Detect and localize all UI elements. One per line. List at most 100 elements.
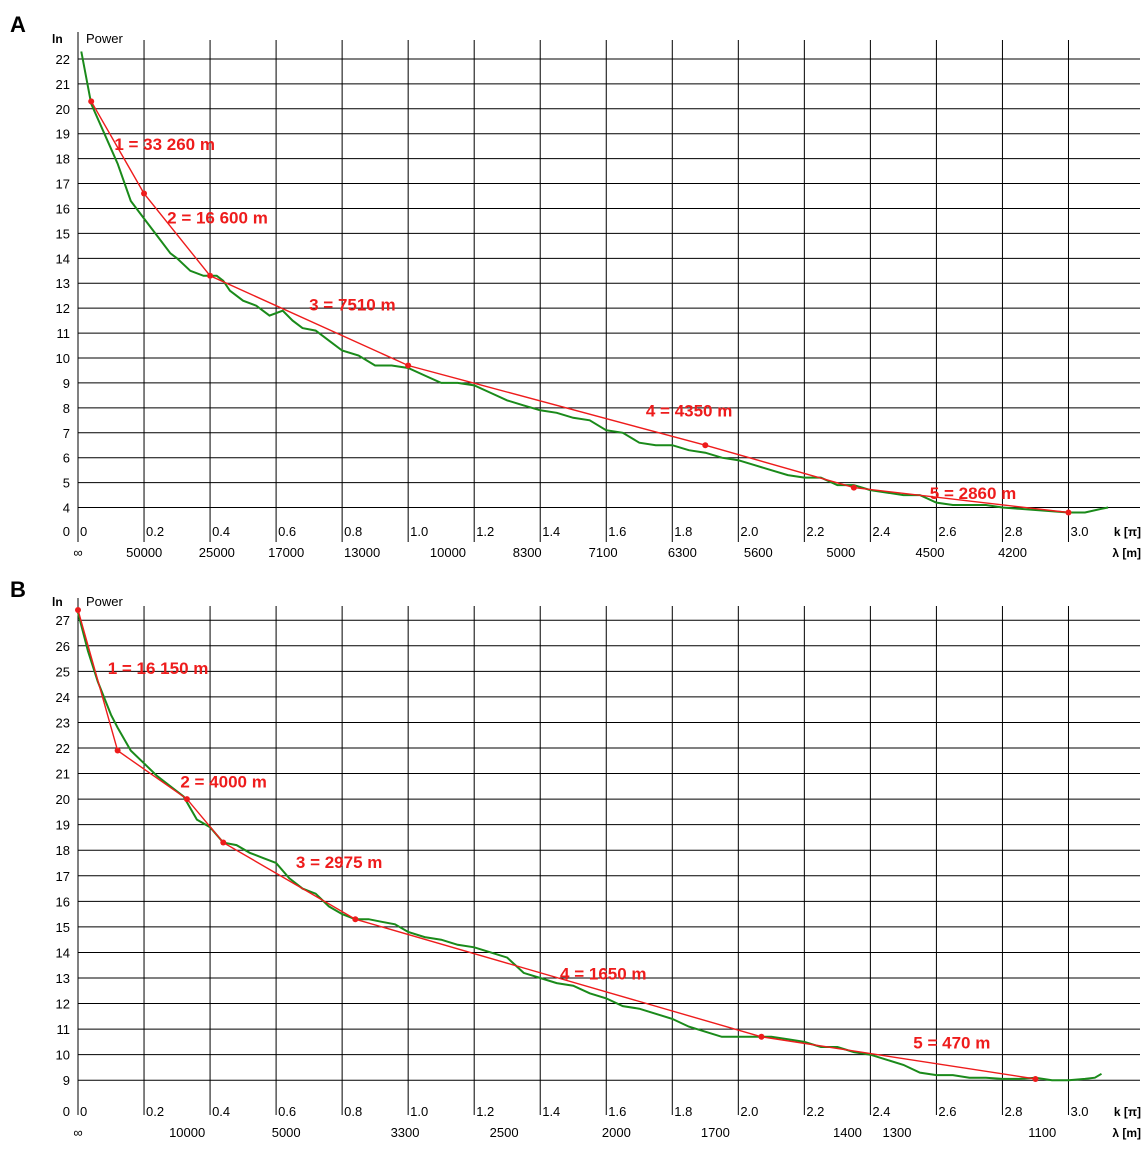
x-tick-label: 3.0 <box>1070 1104 1088 1119</box>
x-axis-label-lambda: λ [m] <box>1112 546 1141 560</box>
x-tick-label: 2.0 <box>740 524 758 539</box>
lambda-tick-label: 3300 <box>391 1125 420 1140</box>
y-tick-label: 19 <box>56 127 70 142</box>
x-tick-label: 3.0 <box>1070 524 1088 539</box>
lambda-tick-label: 4200 <box>998 545 1027 560</box>
x-tick-label: 0.8 <box>344 524 362 539</box>
segment-annotation: 5 = 2860 m <box>930 484 1017 503</box>
lambda-tick-label: 4500 <box>916 545 945 560</box>
chart-svg-a: Aln Power 4 5 6 7 8 9 10 11 12 13 14 15 16 17 18 19 20 21 22… <box>10 12 1141 560</box>
fit-breakpoint <box>207 272 214 279</box>
x-tick-label: 1.2 <box>476 1104 494 1119</box>
y-tick-label: 11 <box>57 326 71 341</box>
x-tick-label: 2.8 <box>1004 524 1022 539</box>
fit-breakpoint <box>141 190 148 197</box>
fit-breakpoint <box>1032 1075 1039 1082</box>
lambda-tick-label: 50000 <box>126 545 162 560</box>
lambda-tick-label: 7100 <box>589 545 618 560</box>
y-axis-label: ln <box>52 595 63 609</box>
y-tick-label: 27 <box>56 613 70 628</box>
measured-line <box>80 51 1109 514</box>
lambda-tick-label: ∞ <box>73 545 82 560</box>
fit-breakpoint <box>220 839 227 846</box>
x-tick-label: 0 <box>80 524 87 539</box>
y-tick-label: 21 <box>56 767 70 782</box>
segment-annotation: 4 = 1650 m <box>560 964 647 983</box>
x-tick-label: 1.8 <box>674 1104 692 1119</box>
fit-breakpoint <box>88 98 95 105</box>
y-tick-label: 17 <box>56 177 70 192</box>
x-tick-label: 0.8 <box>344 1104 362 1119</box>
y-tick-label: 14 <box>56 945 70 960</box>
fit-breakpoint <box>114 747 121 754</box>
lambda-tick-label: 2500 <box>490 1125 519 1140</box>
segment-annotation: 2 = 4000 m <box>180 773 267 792</box>
lambda-tick-label: 5000 <box>272 1125 301 1140</box>
fit-breakpoint <box>352 916 359 923</box>
y-tick-label: 12 <box>56 301 70 316</box>
x-tick-label: 1.4 <box>542 524 560 539</box>
x-axis-label-k: k [π] <box>1114 1105 1141 1119</box>
y-tick-label: 9 <box>63 376 70 391</box>
fit-breakpoint <box>850 484 857 491</box>
y-tick-label: 13 <box>56 971 70 986</box>
x-tick-label: 1.4 <box>542 1104 560 1119</box>
y-tick-label: 15 <box>56 226 70 241</box>
y-tick-label: 10 <box>56 1048 70 1063</box>
x-tick-label: 0.2 <box>146 524 164 539</box>
y-tick-label: 19 <box>56 818 70 833</box>
x-tick-label: 0.6 <box>278 1104 296 1119</box>
y-axis-label: ln <box>52 32 63 46</box>
segment-annotation: 3 = 2975 m <box>296 853 383 872</box>
y-tick-label: 16 <box>56 201 70 216</box>
lambda-tick-label: 10000 <box>430 545 466 560</box>
fit-breakpoint <box>75 607 81 613</box>
x-tick-label: 2.4 <box>872 524 890 539</box>
x-tick-label: 2.8 <box>1004 1104 1022 1119</box>
lambda-tick-label: 13000 <box>344 545 380 560</box>
measured-line <box>77 612 1103 1082</box>
y-tick-label: 18 <box>56 152 70 167</box>
x-tick-label: 2.4 <box>872 1104 890 1119</box>
x-axis-label-lambda: λ [m] <box>1112 1126 1141 1140</box>
y-axis-label-power: Power <box>86 594 124 609</box>
x-tick-label: 1.8 <box>674 524 692 539</box>
y-tick-label: 22 <box>56 741 70 756</box>
x-tick-label: 1.6 <box>608 524 626 539</box>
x-tick-label: 1.0 <box>410 1104 428 1119</box>
x-tick-label: 0.2 <box>146 1104 164 1119</box>
lambda-tick-label: 1100 <box>1028 1125 1056 1140</box>
y-tick-label: 7 <box>63 426 70 441</box>
y-tick-label: 21 <box>56 77 70 92</box>
lambda-tick-label: 10000 <box>169 1125 205 1140</box>
x-tick-label: 2.0 <box>740 1104 758 1119</box>
x-axis-label-k: k [π] <box>1114 525 1141 539</box>
segment-annotation: 1 = 16 150 m <box>108 659 209 678</box>
y-tick-label: 14 <box>56 251 70 266</box>
x-tick-label: 0.4 <box>212 1104 230 1119</box>
lambda-tick-label: 1400 <box>833 1125 862 1140</box>
lambda-tick-label: 25000 <box>199 545 235 560</box>
x-tick-label: 1.6 <box>608 1104 626 1119</box>
y-tick-label: 11 <box>57 1022 71 1037</box>
y-axis-label-power: Power <box>86 31 124 46</box>
y-tick-label: 8 <box>63 401 70 416</box>
panel-label: A <box>10 12 26 37</box>
lambda-tick-label: 5000 <box>826 545 855 560</box>
fit-breakpoint <box>405 362 412 369</box>
x-tick-label: 0.4 <box>212 524 230 539</box>
x-tick-label: 2.6 <box>938 524 956 539</box>
y-origin-label: 0 <box>63 524 70 539</box>
fit-breakpoint <box>702 442 709 449</box>
y-origin-label: 0 <box>63 1104 70 1119</box>
lambda-tick-label: 8300 <box>513 545 542 560</box>
segment-annotation: 3 = 7510 m <box>309 296 396 315</box>
y-tick-label: 25 <box>56 664 70 679</box>
panel-label: B <box>10 577 26 602</box>
y-tick-label: 17 <box>56 869 70 884</box>
y-tick-label: 18 <box>56 843 70 858</box>
lambda-tick-label: 1700 <box>701 1125 730 1140</box>
y-tick-label: 23 <box>56 715 70 730</box>
x-tick-label: 2.6 <box>938 1104 956 1119</box>
